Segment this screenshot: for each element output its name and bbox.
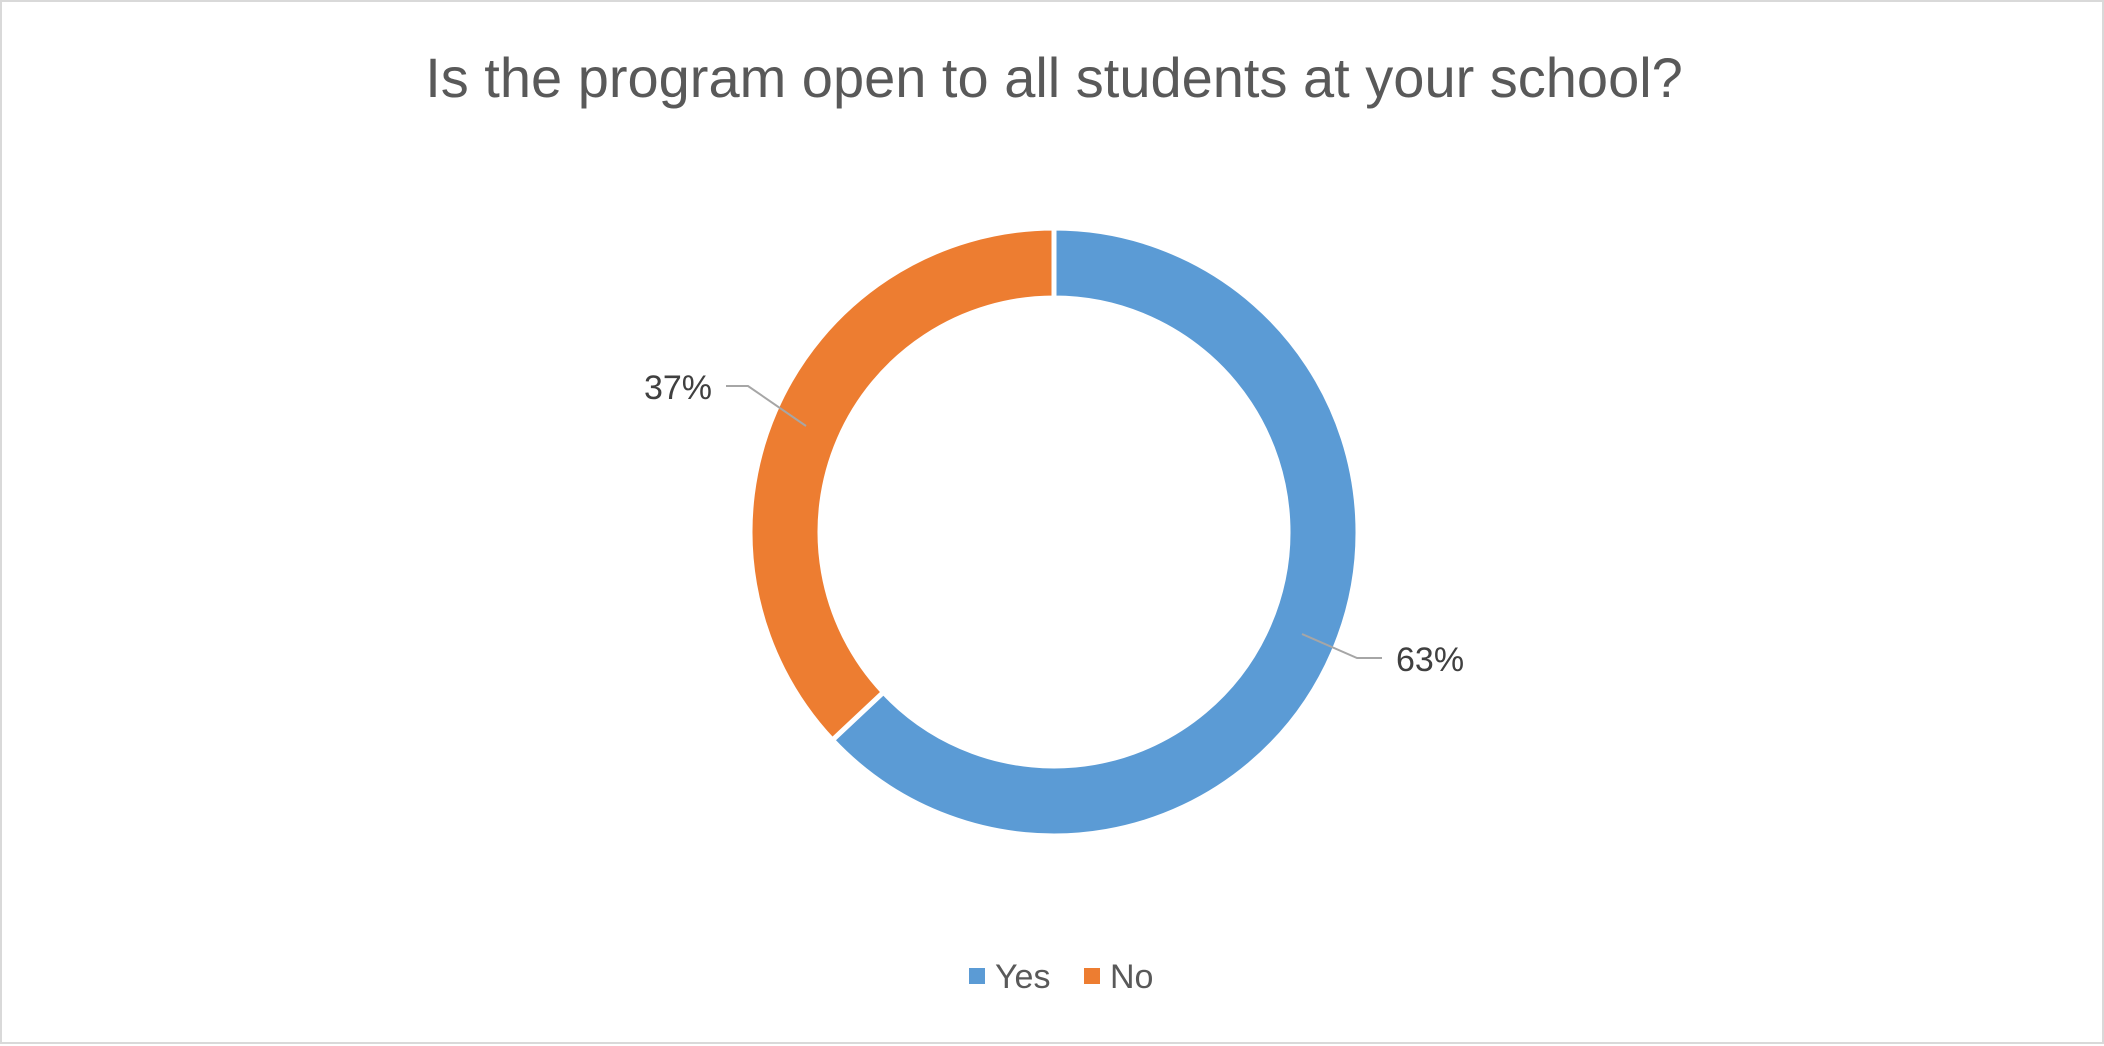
chart-title: Is the program open to all students at y… bbox=[425, 46, 1683, 109]
leader-line-yes bbox=[1301, 633, 1382, 659]
legend-swatch-no bbox=[1084, 968, 1100, 984]
slice-yes bbox=[828, 225, 1361, 839]
legend-swatch-yes bbox=[969, 968, 985, 984]
doughnut-slices bbox=[747, 225, 1361, 839]
leader-line-no bbox=[726, 385, 807, 427]
leader-lines bbox=[726, 385, 1382, 659]
legend-label-yes: Yes bbox=[995, 958, 1050, 996]
data-label-no: 37% bbox=[644, 369, 712, 407]
legend: Yes No bbox=[969, 958, 1153, 996]
data-label-yes: 63% bbox=[1396, 641, 1464, 679]
legend-label-no: No bbox=[1110, 958, 1153, 996]
slice-no bbox=[747, 225, 1057, 744]
data-labels: 63% 37% bbox=[644, 369, 1464, 679]
